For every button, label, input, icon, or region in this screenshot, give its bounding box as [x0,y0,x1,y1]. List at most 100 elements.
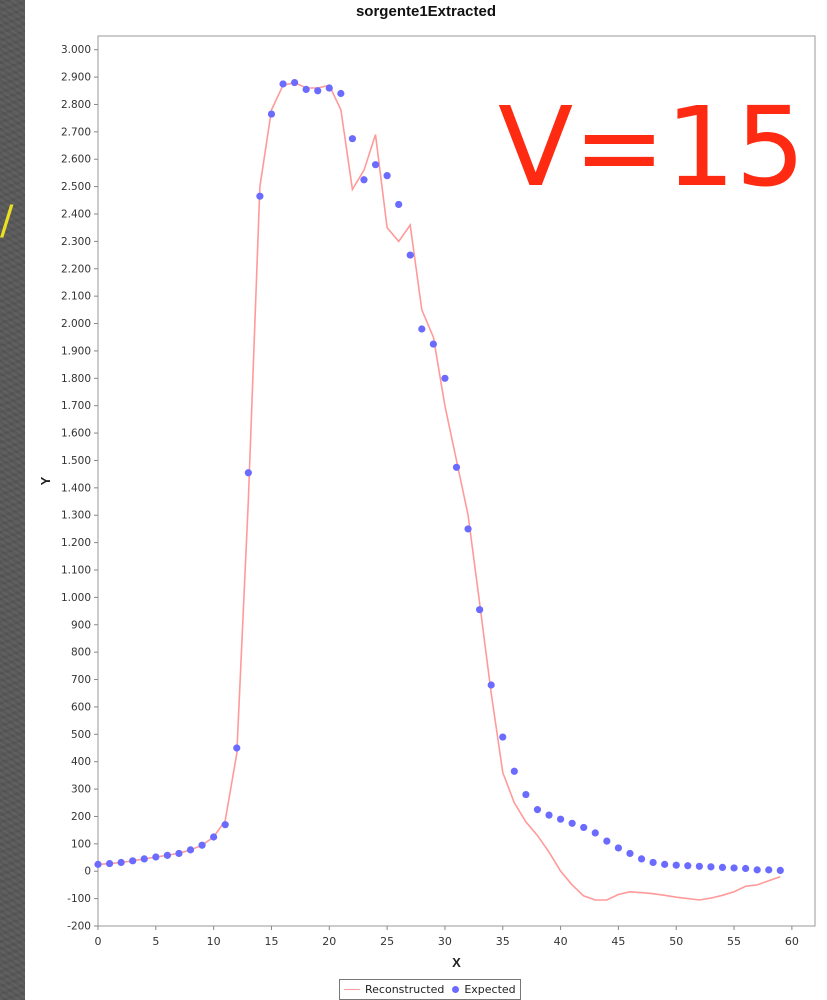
y-tick-label: 1.000 [61,592,91,604]
y-tick-label: 1.700 [61,400,91,412]
speed-annotation: V=15 [498,83,806,211]
data-point-expected [418,325,426,333]
x-tick-label: 35 [496,935,510,948]
data-point-expected [233,744,241,752]
data-point-expected [383,172,391,180]
data-point-expected [325,84,333,92]
data-point-expected [348,135,357,143]
data-point-expected [753,866,761,874]
data-point-expected [429,340,437,348]
y-tick-label: 1.500 [61,455,91,467]
data-point-expected [441,374,449,382]
data-point-expected [186,846,195,854]
x-tick-label: 50 [669,935,683,948]
data-point-expected [105,859,114,868]
y-tick-label: 2.000 [61,318,91,330]
data-point-expected [672,861,680,869]
y-tick-label: 2.600 [61,154,91,166]
y-tick-label: 1.200 [61,537,91,549]
data-point-expected [707,863,715,871]
data-point-expected [499,733,507,741]
legend-dot-swatch [452,986,460,993]
x-tick-label: 40 [554,935,568,948]
data-point-expected [545,811,553,819]
data-point-expected [198,841,206,849]
data-point-expected [776,866,784,875]
data-point-expected [290,78,299,87]
data-point-expected [117,858,125,867]
y-tick-label: 200 [71,811,91,823]
data-point-expected [730,864,738,872]
x-tick-label: 45 [611,935,625,948]
data-point-expected [742,864,750,873]
data-point-expected [522,790,530,799]
data-point-expected [684,862,692,870]
x-tick-label: 20 [322,935,336,948]
data-point-expected [221,821,229,829]
y-tick-label: -200 [67,921,91,933]
data-point-expected [337,89,345,98]
data-point-expected [314,87,322,95]
y-tick-label: 700 [71,674,91,686]
data-point-expected [487,681,495,689]
y-tick-label: 1.100 [61,565,91,577]
chart-title: sorgente1Extracted [355,3,497,20]
data-point-expected [695,862,703,870]
x-tick-label: 60 [785,935,799,948]
data-point-expected [568,819,576,827]
data-point-expected [210,833,218,841]
y-tick-label: 1.800 [61,373,91,385]
data-point-expected [406,251,414,259]
data-point-expected [580,823,588,832]
data-point-expected [476,606,484,614]
y-tick-label: 1.900 [61,345,91,357]
x-tick-label: 10 [207,935,221,948]
data-point-expected [464,525,472,533]
data-point-expected [163,851,171,859]
x-axis-label: X [452,955,461,970]
data-point-expected [152,853,160,861]
y-tick-label: 600 [71,701,91,713]
data-point-expected [395,200,403,209]
data-point-expected [94,860,102,868]
y-tick-label: 2.300 [61,236,91,248]
y-tick-label: 300 [71,784,91,796]
plot-area [97,35,816,927]
x-tick-label: 25 [380,935,394,948]
x-tick-label: 55 [727,935,741,948]
data-point-expected [533,806,542,814]
data-point-expected [371,161,380,169]
y-tick-label: 2.900 [61,72,91,84]
data-point-expected [140,855,148,863]
y-tick-label: 500 [71,729,91,741]
x-tick-label: 0 [95,935,102,948]
data-point-expected [649,858,657,867]
data-point-expected [556,815,565,823]
y-tick-label: 2.800 [61,99,91,111]
data-point-expected [603,837,611,845]
y-tick-label: 900 [71,619,91,631]
y-tick-label: 0 [84,866,91,878]
data-point-expected [129,857,137,865]
data-point-expected [661,860,669,868]
y-tick-label: 2.700 [61,126,91,138]
y-tick-label: 3.000 [61,44,91,56]
side-glyph: / [0,198,14,244]
legend-line-swatch [344,989,360,990]
y-tick-label: 400 [71,756,91,768]
data-point-expected [510,767,518,775]
data-point-expected [626,849,634,858]
y-tick-label: 2.500 [61,181,91,193]
y-axis-label: Y [38,476,53,485]
data-point-expected [637,855,646,863]
x-tick-label: 30 [438,935,452,948]
legend-label-reconstructed: Reconstructed [365,983,445,996]
data-point-expected [614,844,623,852]
data-point-expected [256,192,264,200]
data-point-expected [765,866,773,874]
x-tick-label: 5 [152,935,159,948]
data-point-expected [175,849,183,858]
y-tick-label: 100 [71,838,91,850]
data-point-expected [244,469,252,477]
y-tick-label: 1.600 [61,428,91,440]
